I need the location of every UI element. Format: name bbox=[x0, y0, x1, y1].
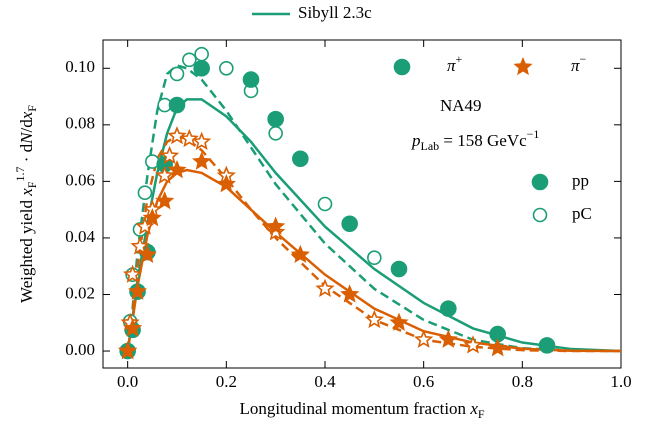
data-point bbox=[137, 244, 157, 264]
data-point bbox=[130, 236, 150, 255]
data-point bbox=[315, 278, 335, 297]
plot-frame bbox=[102, 39, 622, 369]
data-point bbox=[341, 215, 358, 233]
x-tick-label: 0.2 bbox=[216, 372, 237, 391]
data-point bbox=[266, 222, 286, 241]
data-point bbox=[242, 71, 260, 88]
legend-marker bbox=[532, 207, 548, 223]
data-point bbox=[123, 264, 143, 283]
y-axis-label-part: x bbox=[17, 111, 36, 120]
legend-label: pp bbox=[572, 171, 589, 190]
data-point bbox=[267, 110, 284, 128]
data-point bbox=[317, 196, 333, 212]
data-point bbox=[364, 309, 384, 329]
x-tick-label: 0.0 bbox=[117, 372, 138, 391]
data-point bbox=[266, 216, 286, 235]
data-point bbox=[118, 340, 138, 360]
legend-title: NA49 bbox=[440, 96, 482, 115]
data-point bbox=[193, 59, 210, 77]
data-point bbox=[168, 96, 186, 114]
data-point bbox=[137, 185, 153, 200]
data-point bbox=[290, 244, 310, 264]
data-point bbox=[340, 284, 360, 303]
data-point bbox=[179, 128, 199, 148]
data-point bbox=[160, 145, 180, 165]
data-point bbox=[192, 151, 212, 170]
x-axis-label-part: x bbox=[469, 399, 478, 418]
y-tick-label: 0.02 bbox=[65, 283, 95, 302]
data-point bbox=[268, 126, 283, 141]
data-point bbox=[216, 174, 236, 193]
y-axis-label-part: x bbox=[17, 188, 36, 197]
x-axis-label-part: Longitudinal momentum fraction bbox=[239, 399, 470, 418]
data-point bbox=[182, 52, 197, 68]
legend-label-part: + bbox=[456, 52, 463, 66]
y-axis-label-part: Weighted yield bbox=[17, 196, 36, 303]
legend-label-part: π bbox=[571, 56, 580, 75]
data-point bbox=[219, 60, 234, 76]
data-point bbox=[155, 191, 175, 210]
y-tick-label: 0.10 bbox=[65, 57, 95, 76]
data-point bbox=[438, 329, 458, 348]
y-tick-label: 0.08 bbox=[65, 114, 95, 133]
data-point bbox=[414, 329, 434, 348]
data-point bbox=[194, 46, 209, 62]
data-point bbox=[123, 318, 143, 337]
legend-beam-part: p bbox=[411, 131, 421, 150]
legend-label: π+ bbox=[447, 52, 463, 75]
data-point bbox=[167, 159, 187, 179]
y-tick-label: 0.04 bbox=[65, 227, 95, 246]
x-tick-label: 1.0 bbox=[610, 372, 631, 391]
y-axis-label-part: F bbox=[25, 105, 39, 112]
y-tick-label: 0.00 bbox=[65, 340, 95, 359]
data-point bbox=[389, 312, 409, 331]
data-point bbox=[463, 335, 483, 354]
y-axis-label-part: N bbox=[17, 131, 36, 145]
data-point bbox=[169, 66, 185, 82]
x-tick-label: 0.6 bbox=[413, 372, 434, 391]
legend-beam-part: Lab bbox=[421, 139, 440, 153]
y-axis-label-part: · d bbox=[17, 143, 36, 166]
data-point bbox=[292, 150, 309, 168]
y-axis-label: Weighted yield xF1.7 · dN/dxF bbox=[13, 105, 39, 303]
y-axis-label-part: 1.7 bbox=[13, 167, 27, 182]
legend-marker bbox=[531, 173, 549, 191]
data-point bbox=[538, 337, 556, 354]
y-tick-label: 0.06 bbox=[65, 170, 95, 189]
data-point bbox=[192, 131, 212, 150]
data-point bbox=[155, 165, 175, 184]
legend-marker bbox=[513, 56, 533, 76]
x-tick-label: 0.8 bbox=[512, 372, 533, 391]
legend-beam-part: −1 bbox=[527, 127, 540, 141]
legend-label: π− bbox=[571, 52, 587, 75]
y-axis-label-part: /d bbox=[17, 119, 36, 133]
legend-beam: pLab = 158 GeVc−1 bbox=[411, 127, 539, 153]
data-point bbox=[488, 338, 508, 357]
data-point bbox=[390, 260, 408, 278]
legend-label: Sibyll 2.3c bbox=[298, 3, 372, 22]
legend-label-part: π bbox=[447, 56, 456, 75]
data-point bbox=[167, 126, 187, 145]
data-point bbox=[367, 250, 382, 266]
data-point bbox=[135, 216, 155, 235]
legend-beam-part: = 158 GeVc bbox=[439, 131, 527, 150]
x-axis-label: Longitudinal momentum fraction xF bbox=[239, 399, 484, 421]
data-point bbox=[127, 281, 148, 300]
legend-marker bbox=[393, 58, 411, 76]
x-axis-label-part: F bbox=[478, 407, 485, 421]
data-point bbox=[142, 208, 162, 227]
data-point bbox=[440, 300, 457, 317]
x-tick-label: 0.4 bbox=[314, 372, 336, 391]
legend-label: pC bbox=[572, 204, 592, 223]
legend-label-part: − bbox=[580, 52, 587, 66]
y-axis-label-part: F bbox=[25, 181, 39, 188]
